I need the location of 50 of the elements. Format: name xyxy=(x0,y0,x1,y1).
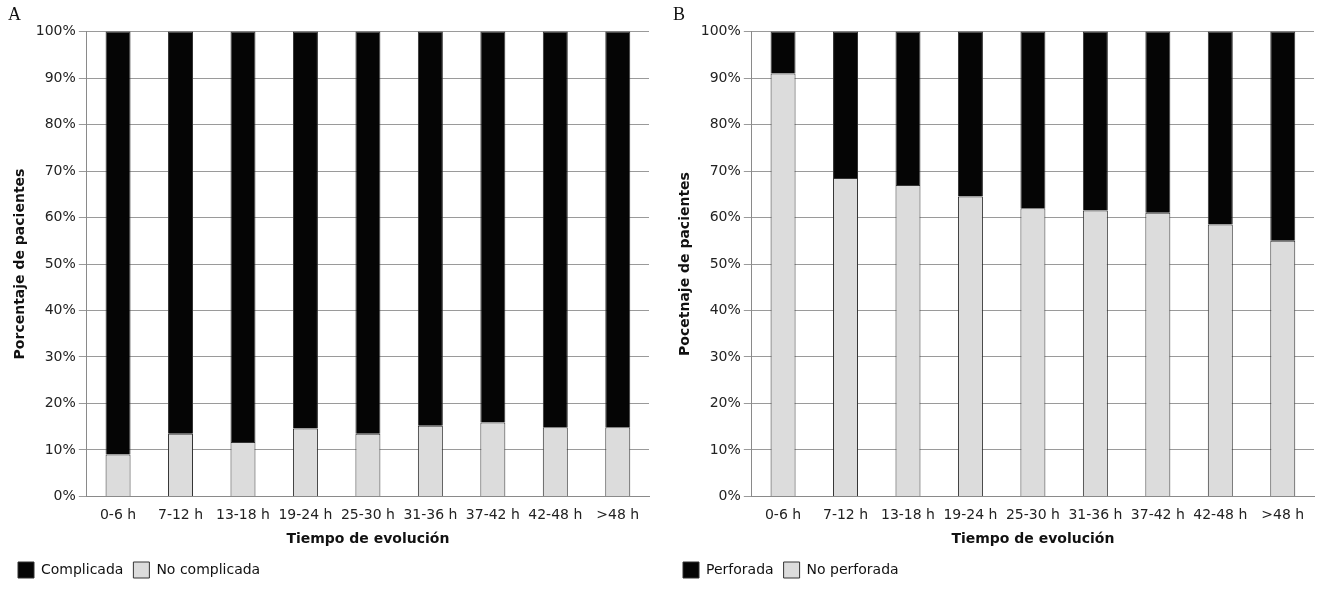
y-tick-label: 40% xyxy=(709,301,741,318)
y-tick-label: 100% xyxy=(700,22,741,39)
y-tick-label: 80% xyxy=(709,115,741,132)
y-tick-label: 10% xyxy=(44,440,76,457)
x-tick-label: >48 h xyxy=(1261,506,1305,523)
y-tick-label: 10% xyxy=(709,440,741,457)
x-axis-title: Tiempo de evolución xyxy=(286,530,450,547)
x-tick-label: 42-48 h xyxy=(1193,506,1248,523)
legend-label: Complicada xyxy=(41,560,124,577)
y-tick-label: 20% xyxy=(709,394,741,411)
y-tick-label: 90% xyxy=(44,68,76,85)
y-tick-label: 80% xyxy=(44,115,76,132)
x-tick-label: 13-18 h xyxy=(880,506,935,523)
y-tick-label: 70% xyxy=(709,161,741,178)
y-tick-label: 40% xyxy=(44,301,76,318)
y-tick-label: 50% xyxy=(44,254,76,271)
y-tick-label: 0% xyxy=(53,487,76,504)
y-tick-label: 90% xyxy=(709,68,741,85)
x-tick-label: 42-48 h xyxy=(528,506,583,523)
x-tick-label: 19-24 h xyxy=(278,506,333,523)
x-tick-label: 37-42 h xyxy=(1130,506,1185,523)
x-tick-label: 25-30 h xyxy=(340,506,395,523)
y-tick-label: 30% xyxy=(44,347,76,364)
y-tick-label: 30% xyxy=(709,347,741,364)
y-tick-label: 50% xyxy=(709,254,741,271)
y-tick-label: 0% xyxy=(718,487,741,504)
x-tick-label: 31-36 h xyxy=(403,506,458,523)
legend-label: No perforada xyxy=(806,560,899,577)
x-tick-label: 7-12 h xyxy=(157,506,204,523)
chart-title: A xyxy=(8,3,21,24)
x-tick-label: 13-18 h xyxy=(215,506,270,523)
x-axis-title: Tiempo de evolución xyxy=(951,530,1115,547)
legend-label: No complicada xyxy=(156,560,261,577)
x-tick-label: >48 h xyxy=(596,506,640,523)
y-tick-label: 60% xyxy=(709,208,741,225)
y-axis-title: Pocetnaje de pacientes xyxy=(676,172,693,356)
x-tick-label: 31-36 h xyxy=(1068,506,1123,523)
x-tick-label: 25-30 h xyxy=(1005,506,1060,523)
x-tick-label: 37-42 h xyxy=(465,506,520,523)
x-tick-label: 0-6 h xyxy=(764,506,802,523)
x-tick-label: 7-12 h xyxy=(822,506,869,523)
y-axis-title: Porcentaje de pacientes xyxy=(11,168,28,360)
y-tick-label: 60% xyxy=(44,208,76,225)
x-tick-label: 0-6 h xyxy=(99,506,137,523)
chart-title: B xyxy=(673,3,686,24)
x-tick-label: 19-24 h xyxy=(943,506,998,523)
y-tick-label: 100% xyxy=(35,22,76,39)
legend-label: Perforada xyxy=(706,560,774,577)
y-tick-label: 20% xyxy=(44,394,76,411)
y-tick-label: 70% xyxy=(44,161,76,178)
